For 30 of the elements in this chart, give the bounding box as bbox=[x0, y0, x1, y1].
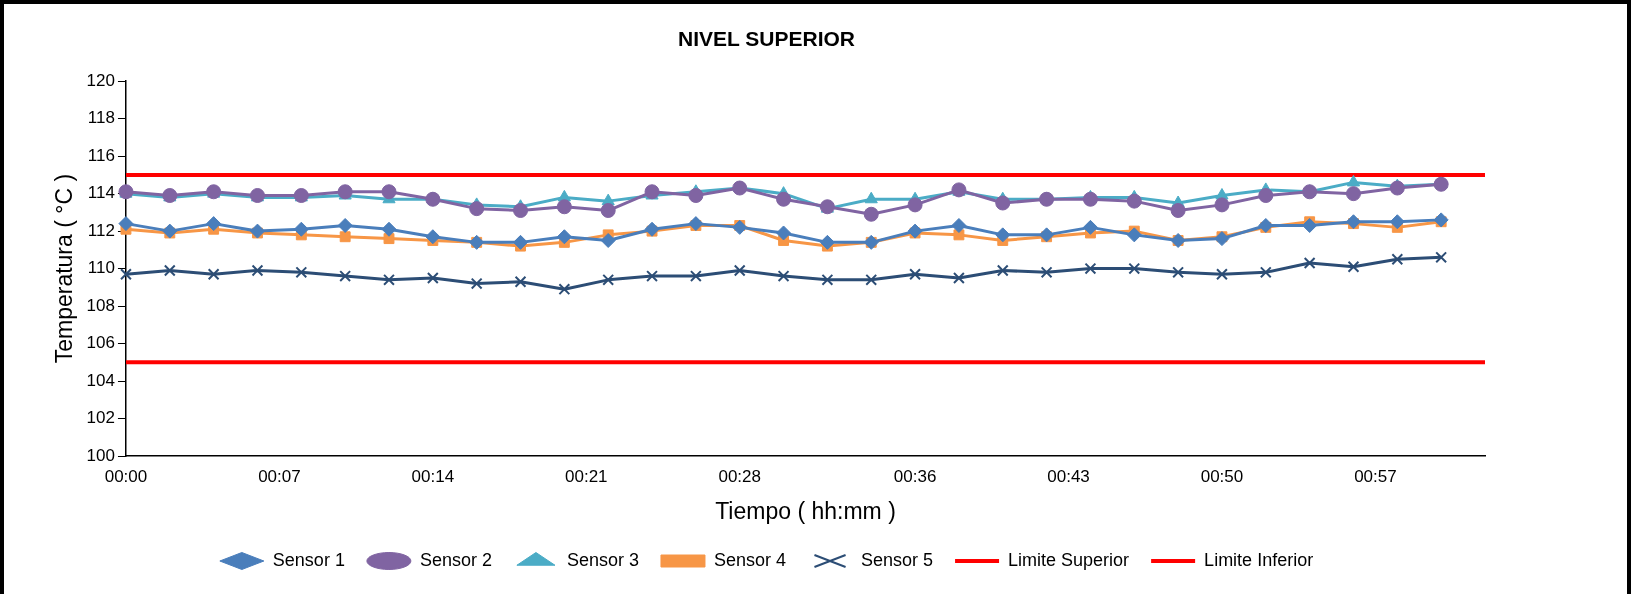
y-tick-label: 106 bbox=[86, 333, 115, 353]
legend-label: Sensor 4 bbox=[713, 549, 787, 570]
x-tick-label: 00:21 bbox=[565, 466, 608, 486]
chart-title: NIVEL SUPERIOR bbox=[678, 27, 855, 51]
x-tick-label: 00:28 bbox=[718, 466, 761, 486]
y-tick-label: 102 bbox=[86, 408, 115, 428]
legend-label: Sensor 5 bbox=[861, 549, 934, 570]
x-tick-label: 00:57 bbox=[1354, 466, 1397, 486]
x-tick-label: 00:50 bbox=[1200, 466, 1244, 486]
legend-label: Sensor 2 bbox=[419, 549, 492, 570]
legend-label: Sensor 1 bbox=[272, 549, 345, 570]
legend-label: Limite Inferior bbox=[1204, 549, 1314, 570]
legend-label: Limite Superior bbox=[1008, 549, 1130, 570]
x-tick-label: 00:07 bbox=[258, 466, 301, 486]
x-tick-label: 00:00 bbox=[104, 466, 148, 486]
x-axis-title: Tiempo ( hh:mm ) bbox=[715, 497, 896, 524]
y-tick-label: 118 bbox=[87, 108, 115, 128]
y-axis-title: Temperatura ( °C ) bbox=[51, 173, 78, 364]
x-tick-label: 00:14 bbox=[411, 466, 455, 486]
y-tick-label: 114 bbox=[87, 183, 115, 203]
legend-label: Sensor 3 bbox=[566, 549, 639, 570]
y-tick-label: 116 bbox=[87, 145, 115, 165]
y-tick-label: 110 bbox=[87, 258, 115, 278]
y-tick-label: 100 bbox=[86, 445, 115, 465]
x-tick-label: 00:36 bbox=[893, 466, 937, 486]
y-tick-label: 120 bbox=[86, 70, 115, 90]
x-tick-label: 00:43 bbox=[1047, 466, 1090, 486]
y-tick-label: 108 bbox=[86, 295, 115, 315]
y-tick-label: 104 bbox=[86, 370, 115, 390]
y-tick-label: 112 bbox=[87, 220, 115, 240]
